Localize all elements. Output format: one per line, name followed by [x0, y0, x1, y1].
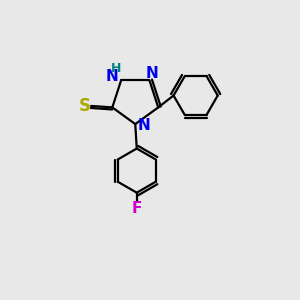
- Text: N: N: [146, 66, 158, 81]
- Text: F: F: [132, 200, 142, 215]
- Text: N: N: [138, 118, 151, 133]
- Text: S: S: [79, 97, 91, 115]
- Text: N: N: [105, 69, 118, 84]
- Text: H: H: [111, 62, 121, 75]
